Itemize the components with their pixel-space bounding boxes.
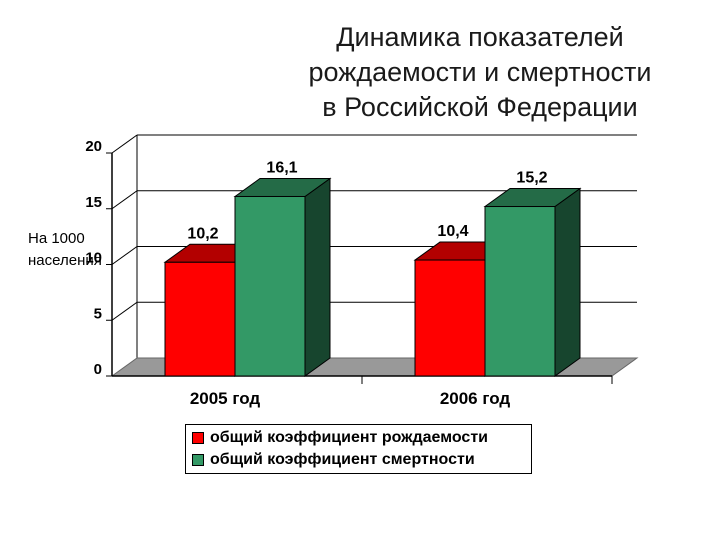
y-axis-label-line: На 1000 — [28, 230, 85, 247]
data-label: 15,2 — [516, 170, 547, 187]
bar-side — [304, 177, 331, 377]
chart-legend: общий коэффициент рождаемости общий коэф… — [185, 424, 532, 474]
x-category-label: 2006 год — [440, 389, 511, 408]
legend-label-deaths: общий коэффициент смертности — [210, 451, 475, 468]
legend-item-births: общий коэффициент рождаемости — [192, 427, 531, 449]
bar — [414, 259, 486, 377]
data-label: 16,1 — [266, 159, 297, 176]
legend-item-deaths: общий коэффициент смертности — [192, 449, 531, 471]
y-axis-label-line: населения — [28, 252, 102, 269]
data-label: 10,4 — [437, 223, 468, 240]
gridline-diagonal — [111, 190, 138, 210]
chart-title-line: Динамика показателей — [336, 22, 624, 52]
chart-title: Динамика показателей рождаемости и смерт… — [270, 20, 690, 125]
y-tick-label: 10 — [85, 250, 102, 267]
x-category-label: 2005 год — [190, 389, 261, 408]
legend-swatch-births — [192, 432, 204, 444]
legend-label-births: общий коэффициент рождаемости — [210, 429, 488, 446]
bar — [484, 206, 556, 377]
y-axis-label: На 1000 населения — [28, 228, 102, 272]
bar — [234, 195, 306, 377]
y-tick-label: 5 — [94, 305, 102, 322]
chart-title-line: рождаемости и смертности — [308, 57, 652, 87]
chart-title-line: в Российской Федерации — [322, 92, 638, 122]
gridline-diagonal — [111, 301, 138, 321]
y-tick-label: 0 — [94, 361, 102, 378]
data-label: 10,2 — [187, 225, 218, 242]
legend-swatch-deaths — [192, 454, 204, 466]
bar — [164, 261, 236, 377]
bar-side — [554, 187, 581, 377]
y-tick-label: 15 — [85, 194, 102, 211]
gridline-diagonal — [111, 246, 138, 265]
y-tick-label: 20 — [85, 138, 102, 155]
gridline-diagonal — [111, 134, 138, 154]
